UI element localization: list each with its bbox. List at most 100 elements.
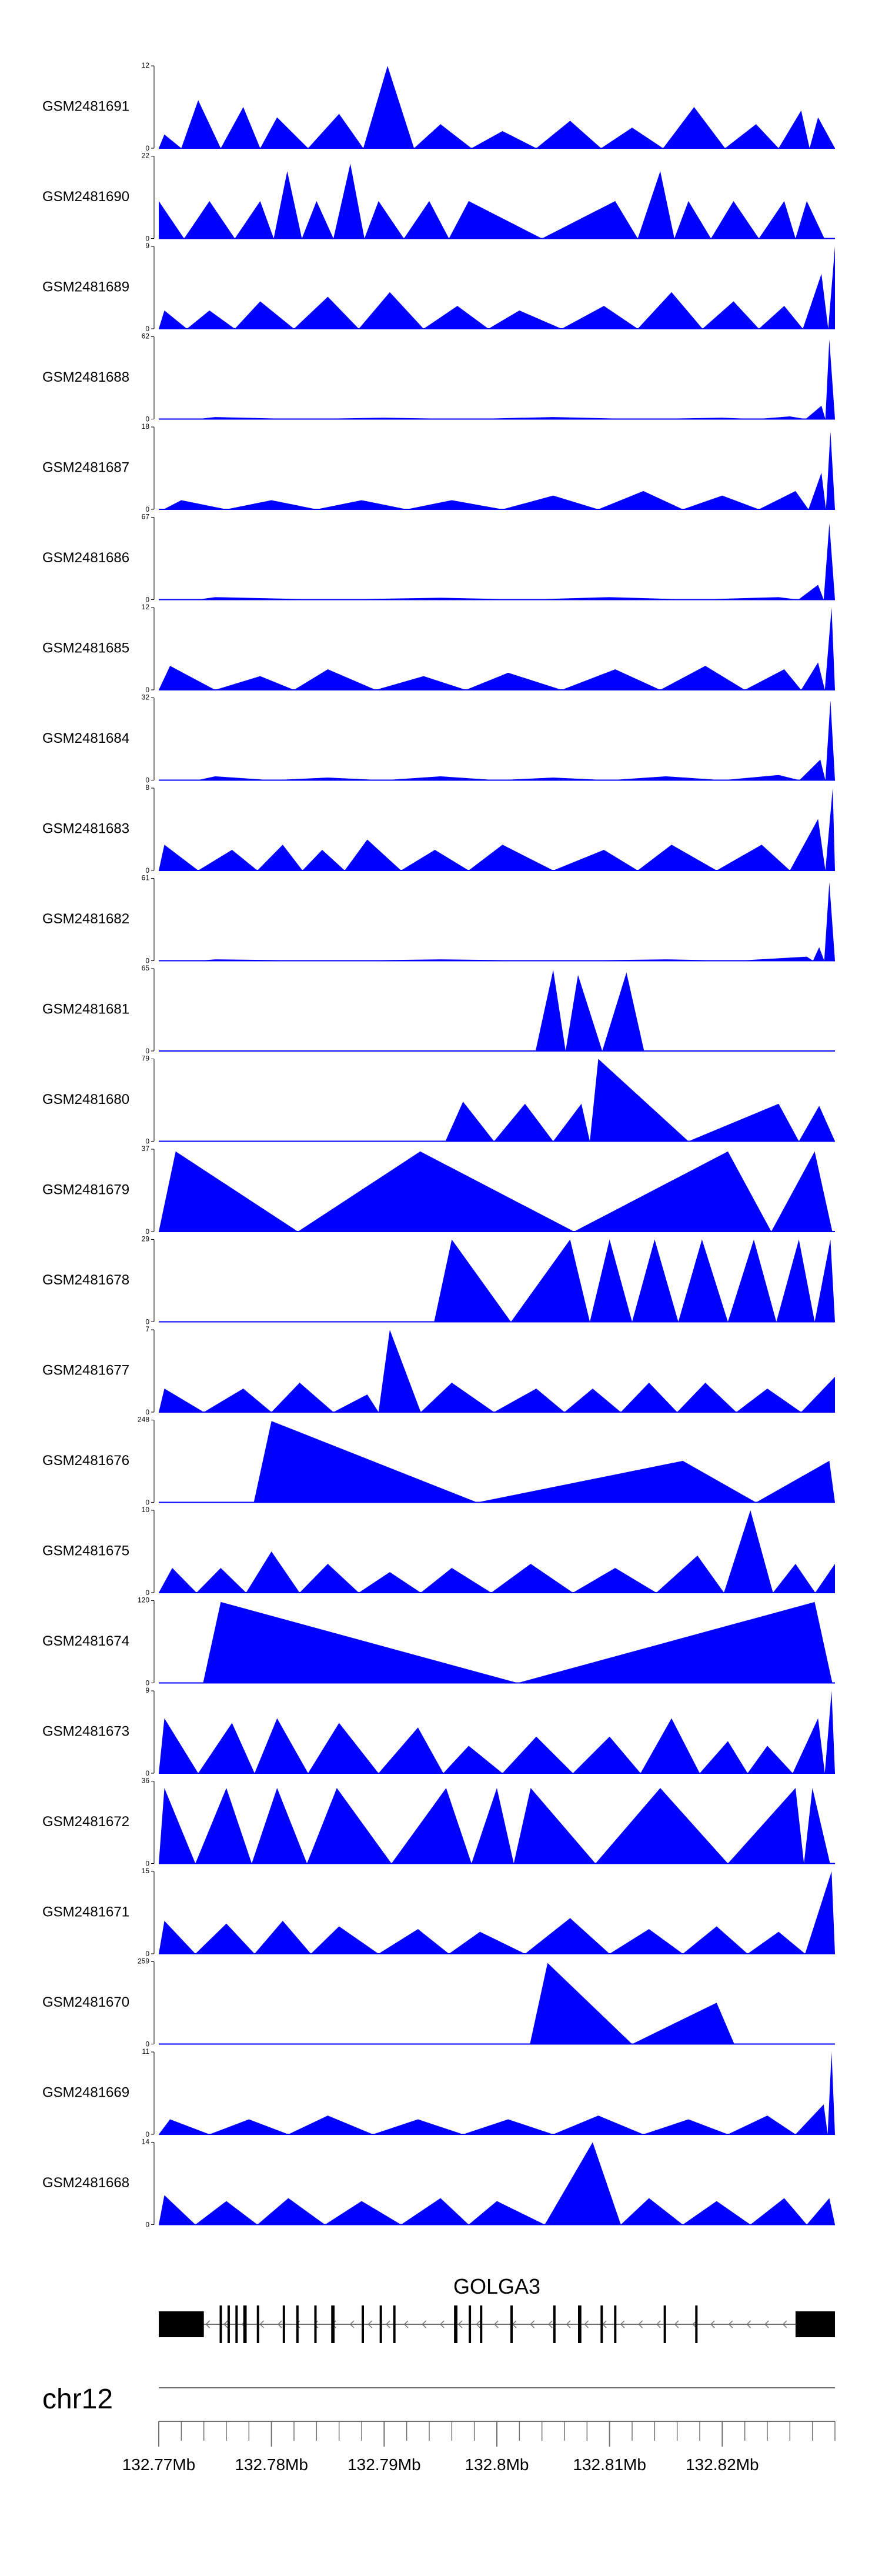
signal-peak [378, 1727, 443, 1773]
signal-peak [502, 495, 599, 509]
exon [296, 2305, 299, 2343]
signal-peak [683, 2201, 751, 2225]
signal-peak [159, 310, 187, 329]
track-label: GSM2481669 [42, 2084, 129, 2100]
signal-peak [197, 417, 300, 419]
y-max-label: 9 [145, 242, 149, 250]
y-min-label: 0 [145, 1950, 149, 1958]
strand-arrow [710, 2320, 715, 2328]
signal-peak [711, 201, 759, 239]
signal-peak [401, 850, 469, 870]
exon [480, 2305, 483, 2343]
signal-peak [716, 845, 790, 870]
signal-peak [759, 490, 808, 509]
track-label: GSM2481679 [42, 1182, 129, 1197]
y-min-label: 0 [145, 957, 149, 965]
signal-peak [159, 2119, 210, 2134]
signal-peak [159, 666, 215, 690]
track: GSM2481685 12 0 [42, 603, 835, 694]
exon [795, 2311, 835, 2337]
track-label: GSM2481668 [42, 2175, 129, 2191]
signal-peak [378, 1330, 421, 1412]
signal-peak [302, 201, 334, 239]
signal-peak [406, 500, 503, 509]
signal-peak [756, 416, 806, 419]
track: GSM2481668 14 0 [42, 2138, 835, 2229]
signal-peak [747, 1746, 793, 1773]
y-max-label: 120 [138, 1596, 149, 1604]
signal-peak [184, 201, 235, 239]
track-label: GSM2481689 [42, 279, 129, 295]
signal-peak [294, 296, 359, 329]
signal-peak [637, 845, 717, 870]
signal-peak [553, 1103, 590, 1142]
signal-peak [826, 431, 835, 509]
track: GSM2481687 18 0 [42, 422, 835, 513]
track: GSM2481670 259 0 [42, 1957, 835, 2048]
signal-peak [488, 310, 562, 329]
signal-peak [825, 788, 835, 870]
signal-peak [308, 1723, 379, 1773]
signal-peak [807, 2198, 835, 2225]
strand-arrow [746, 2320, 751, 2328]
signal-peak [328, 959, 553, 961]
signal-peak [434, 1239, 511, 1322]
track: GSM2481677 7 0 [42, 1325, 835, 1416]
strand-arrow [584, 2320, 589, 2328]
track-label: GSM2481674 [42, 1633, 129, 1649]
signal-peak [308, 114, 363, 148]
track-label: GSM2481673 [42, 1723, 129, 1739]
signal-peak [771, 1151, 833, 1232]
signal-peak [674, 201, 711, 239]
exon [454, 2305, 457, 2343]
signal-peak [824, 1691, 835, 1773]
signal-peak [562, 306, 638, 329]
axis-coordinate-label: 132.78Mb [235, 2455, 308, 2474]
signal-peak [798, 585, 824, 600]
strand-arrow [205, 2320, 211, 2328]
y-max-label: 62 [142, 332, 150, 341]
exon [282, 2305, 285, 2343]
signal-peak [609, 776, 723, 780]
signal-peak [824, 882, 835, 961]
signal-peak [253, 1421, 477, 1503]
y-min-label: 0 [145, 2221, 149, 2229]
signal-peak [795, 201, 825, 239]
strand-arrow [566, 2320, 571, 2328]
signal-peak [542, 201, 638, 239]
signal-peak [806, 405, 826, 419]
signal-peak [203, 1389, 272, 1412]
track: GSM2481673 9 0 [42, 1686, 835, 1777]
signal-peak [828, 246, 835, 329]
signal-peak [825, 700, 835, 780]
signal-peak [363, 66, 415, 148]
signal-peak [824, 608, 835, 690]
signal-peak [443, 1746, 503, 1773]
signal-peak [795, 2104, 828, 2134]
signal-peak [502, 1736, 573, 1773]
y-max-label: 7 [145, 1325, 149, 1333]
signal-peak [316, 500, 407, 509]
signal-peak [814, 1239, 835, 1322]
signal-peak [736, 1389, 801, 1412]
signal-peak [727, 1788, 804, 1864]
track-label: GSM2481685 [42, 640, 129, 656]
signal-peak [195, 1788, 252, 1864]
track-label: GSM2481676 [42, 1453, 129, 1469]
signal-peak [260, 117, 308, 148]
track-label: GSM2481688 [42, 369, 129, 385]
y-max-label: 14 [142, 2138, 150, 2146]
track: GSM2481690 22 0 [42, 152, 835, 243]
axis-coordinate-label: 132.8Mb [465, 2455, 529, 2474]
signal-peak [553, 2115, 644, 2134]
signal-peak [235, 301, 294, 329]
signal-peak [252, 1788, 308, 1864]
y-max-label: 9 [145, 1686, 149, 1694]
signal-peak [702, 301, 759, 329]
signal-peak [209, 2119, 289, 2134]
signal-peak [420, 1383, 495, 1412]
signal-peak [257, 2198, 325, 2225]
signal-peak [660, 666, 745, 690]
signal-peak [469, 2201, 545, 2225]
track: GSM2481671 15 0 [42, 1867, 835, 1958]
